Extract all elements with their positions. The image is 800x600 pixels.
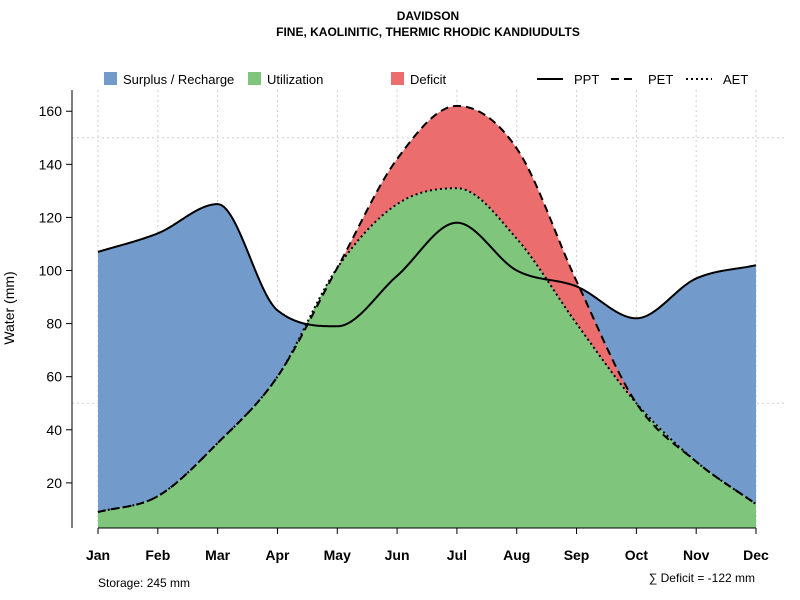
area-fills [98,105,756,528]
utilization-area [98,188,756,528]
deficit-note: ∑ Deficit = -122 mm [649,571,755,585]
x-tick-label-sep: Sep [564,547,590,563]
x-tick-label-nov: Nov [683,547,710,563]
y-tick-label: 160 [39,103,63,119]
legend-label-aet: AET [723,72,748,87]
storage-note: Storage: 245 mm [98,576,190,590]
legend-swatch-utilization [248,72,261,85]
legend: Surplus / Recharge Utilization Deficit PPT P… [104,72,748,87]
legend-label-surplus-recharge: Surplus / Recharge [123,72,234,87]
y-tick-label: 60 [46,369,62,385]
x-tick-label-oct: Oct [625,547,649,563]
deficit-area [98,105,756,513]
y-tick-label: 100 [39,263,63,279]
legend-swatch-deficit [391,72,404,85]
legend-label-deficit: Deficit [410,72,447,87]
x-tick-label-may: May [324,547,351,563]
series-lines [97,104,757,514]
chart-title: DAVIDSON [397,9,459,23]
y-tick-label: 120 [39,209,63,225]
y-tick-label: 20 [46,475,62,491]
legend-label-pet: PET [648,72,673,87]
legend-swatch-surplus-recharge [104,72,117,85]
surplus-recharge-area [98,188,756,513]
x-tick-label-jan: Jan [86,547,110,563]
x-tick-label-mar: Mar [205,547,230,563]
y-tick-label: 140 [39,156,63,172]
y-tick-label: 40 [46,422,62,438]
x-tick-label-dec: Dec [743,547,769,563]
x-tick-label-aug: Aug [503,547,530,563]
x-tick-label-jul: Jul [447,547,467,563]
ppt-line [97,203,757,328]
y-axis-label: Water (mm) [1,271,17,344]
aet-line [97,187,757,514]
x-tick-label-apr: Apr [265,547,290,563]
pet-line [97,104,757,514]
y-tick-label: 80 [46,316,62,332]
legend-label-ppt: PPT [574,72,599,87]
x-tick-label-feb: Feb [145,547,170,563]
legend-label-utilization: Utilization [267,72,323,87]
x-tick-label-jun: Jun [385,547,410,563]
axes: 20 40 60 80 100 120 140 160 Jan Feb Mar Apr May Jun Ju… [39,90,769,563]
chart-subtitle: FINE, KAOLINITIC, THERMIC RHODIC KANDIUD… [276,25,580,39]
